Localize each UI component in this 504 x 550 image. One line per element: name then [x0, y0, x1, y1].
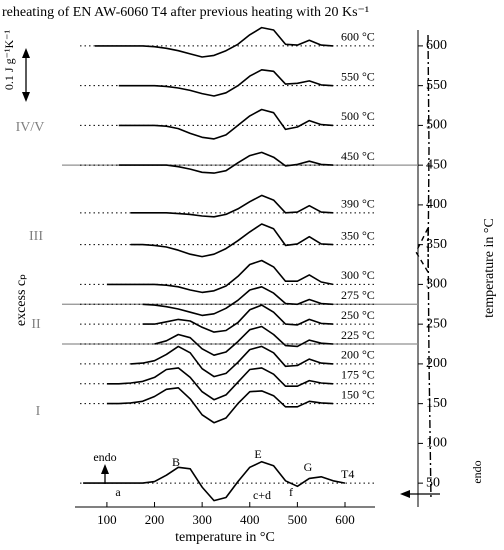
curve [154, 325, 334, 356]
curve-label: 550 °C [341, 69, 375, 83]
curve-label: 500 °C [341, 109, 375, 123]
scale-arrow [22, 48, 30, 102]
annotation: endo [470, 460, 484, 483]
region-label: IV/V [16, 120, 45, 135]
temperature-profile [415, 34, 432, 501]
curve-label: 200 °C [341, 348, 375, 362]
curve-label: 300 °C [341, 268, 375, 282]
curve [130, 223, 334, 258]
curve-label: 390 °C [341, 197, 375, 211]
curve [130, 345, 334, 378]
annotation: B [172, 455, 180, 469]
curve-label: 600 °C [341, 30, 375, 44]
curve [83, 460, 346, 502]
curve [118, 108, 334, 140]
curve [142, 286, 334, 317]
x-tick-label: 600 [335, 512, 355, 527]
scale-label: 0.1 J g⁻¹K⁻¹ [2, 30, 16, 91]
curve [95, 26, 334, 58]
curve-label: 450 °C [341, 149, 375, 163]
x-tick-label: 300 [192, 512, 212, 527]
y-axis-title: temperature in °C [482, 218, 497, 318]
annotation: endo [93, 450, 116, 464]
endo-arrow [101, 464, 109, 484]
curve [106, 387, 334, 424]
endo-arrow-right [400, 490, 440, 498]
annotation: E [254, 447, 261, 461]
x-tick-label: 100 [97, 512, 117, 527]
region-label: I [36, 404, 41, 419]
curve-label: 175 °C [341, 368, 375, 382]
curve [130, 194, 334, 218]
annotation: G [304, 460, 313, 474]
annotation: f [289, 485, 293, 499]
curve-label: 275 °C [341, 288, 375, 302]
curve [106, 259, 334, 294]
left-axis-title: excess cₚ [14, 274, 29, 326]
x-axis-title: temperature in °C [175, 530, 275, 545]
curve [118, 69, 334, 97]
x-tick-label: 200 [145, 512, 165, 527]
curve-label: 250 °C [341, 308, 375, 322]
region-label: II [31, 317, 41, 332]
y-tick-label: 350 [426, 237, 447, 252]
y-tick-label: 300 [426, 277, 447, 292]
y-tick-label: 600 [426, 38, 447, 53]
y-tick-label: 50 [426, 475, 440, 490]
annotation: c+d [253, 488, 271, 502]
x-tick-label: 400 [240, 512, 260, 527]
y-tick-label: 450 [426, 157, 447, 172]
y-tick-label: 400 [426, 197, 447, 212]
y-tick-label: 150 [426, 396, 447, 411]
curve [106, 367, 334, 401]
curve-label: 350 °C [341, 228, 375, 242]
curve [142, 304, 334, 333]
curve [118, 151, 334, 174]
y-tick-label: 550 [426, 78, 447, 93]
annotation: a [115, 485, 121, 499]
y-tick-label: 100 [426, 436, 447, 451]
y-tick-label: 250 [426, 316, 447, 331]
curve-label: 225 °C [341, 328, 375, 342]
y-tick-label: 200 [426, 356, 447, 371]
curve-label: T4 [341, 467, 354, 481]
y-tick-label: 500 [426, 118, 447, 133]
region-label: III [29, 229, 43, 244]
x-tick-label: 500 [288, 512, 308, 527]
curve-label: 150 °C [341, 387, 375, 401]
chart-title: reheating of EN AW-6060 T4 after previou… [2, 5, 369, 20]
